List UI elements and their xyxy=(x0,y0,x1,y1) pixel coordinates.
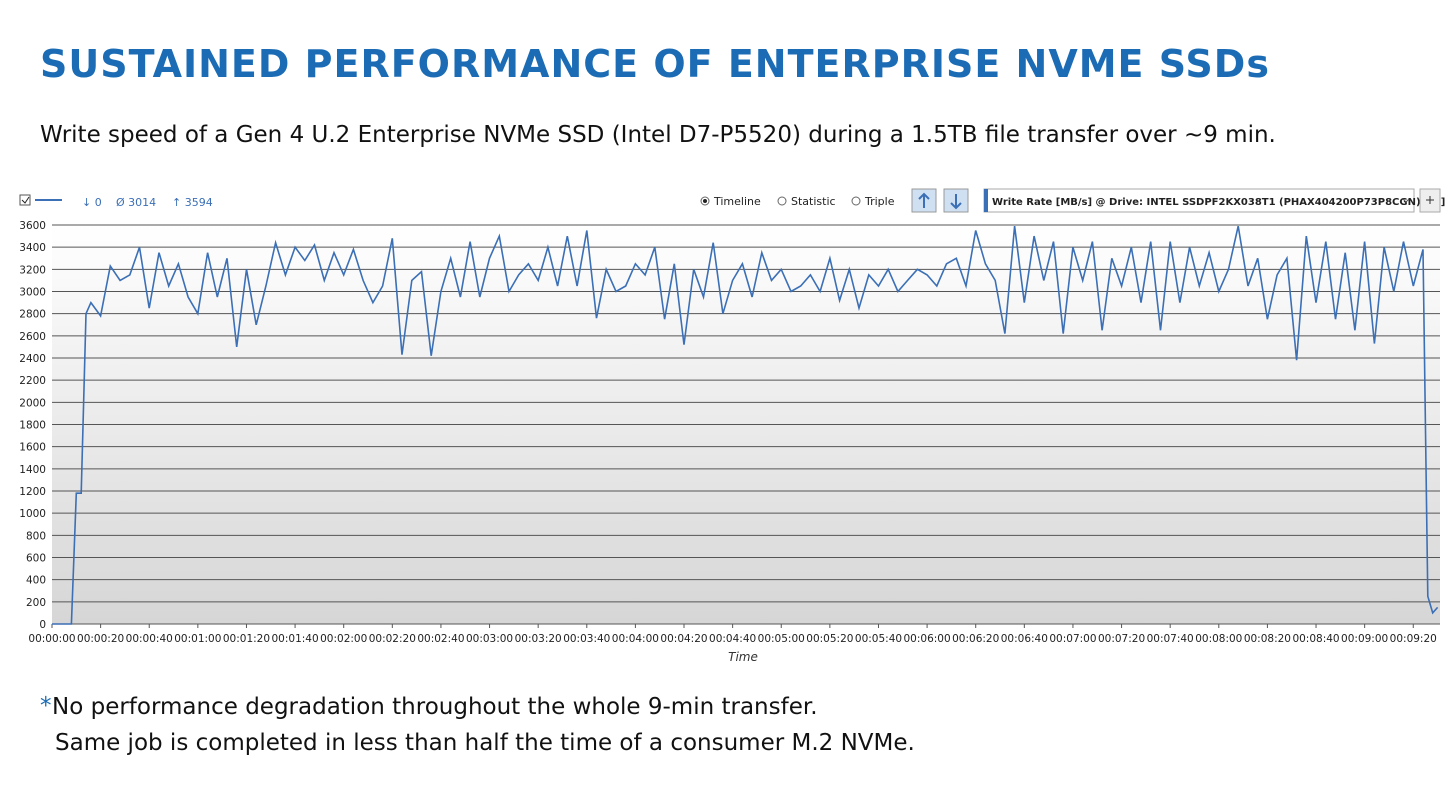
x-tick-label: 00:01:40 xyxy=(271,633,318,645)
mode[interactable]: Statistic xyxy=(791,195,836,208)
x-tick-label: 00:09:20 xyxy=(1390,633,1437,645)
footnote: Same job is completed in less than half … xyxy=(55,730,915,756)
x-tick-label: 00:07:00 xyxy=(1049,633,1096,645)
mode[interactable]: Triple xyxy=(864,195,895,208)
y-tick-label: 1600 xyxy=(19,442,46,454)
y-tick-label: 2400 xyxy=(19,353,46,365)
subtitle: Write speed of a Gen 4 U.2 Enterprise NV… xyxy=(40,122,1276,148)
x-tick-label: 00:08:00 xyxy=(1195,633,1242,645)
x-tick-label: 00:00:40 xyxy=(126,633,173,645)
title: SUSTAINED PERFORMANCE OF ENTERPRISE NVME… xyxy=(40,42,1270,86)
x-tick-label: 00:06:20 xyxy=(952,633,999,645)
stat-min: ↓ 0 xyxy=(82,196,102,209)
series-color xyxy=(984,189,988,212)
y-tick-label: 1200 xyxy=(19,486,46,498)
radio[interactable] xyxy=(851,196,861,206)
y-tick-label: 1000 xyxy=(19,508,46,520)
y-tick-label: 1800 xyxy=(19,420,46,432)
y-tick-label: 2600 xyxy=(19,331,46,343)
y-tick-label: 3600 xyxy=(19,220,46,232)
x-tick-label: 00:00:20 xyxy=(77,633,124,645)
y-tick-label: 400 xyxy=(26,575,46,587)
x-tick-label: 00:02:40 xyxy=(417,633,464,645)
y-tick-label: 0 xyxy=(39,619,46,631)
y-tick-label: 3200 xyxy=(19,264,46,276)
x-tick-label: 00:05:00 xyxy=(758,633,805,645)
y-tick-label: 200 xyxy=(26,597,46,609)
x-tick-label: 00:04:40 xyxy=(709,633,756,645)
y-tick-label: 600 xyxy=(26,553,46,565)
chart: 0 200 400 600 800 1000 1200 1400 1600 1800 2000 220… xyxy=(19,220,1440,645)
y-tick-label: 1400 xyxy=(19,464,46,476)
x-tick-label: 00:08:20 xyxy=(1244,633,1291,645)
x-tick-label: 00:06:00 xyxy=(904,633,951,645)
x-tick-label: 00:01:00 xyxy=(174,633,221,645)
x-tick-label: 00:06:40 xyxy=(1001,633,1048,645)
footnote: No performance degradation throughout th… xyxy=(52,694,818,720)
series-line xyxy=(52,225,1439,625)
stat-avg: Ø 3014 xyxy=(116,196,156,209)
x-tick-label: 00:05:20 xyxy=(806,633,853,645)
x-tick-label: 00:05:40 xyxy=(855,633,902,645)
radio[interactable] xyxy=(777,196,787,206)
x-tick-label: 00:09:00 xyxy=(1341,633,1388,645)
y-tick-label: 800 xyxy=(26,530,46,542)
x-tick-label: 00:01:20 xyxy=(223,633,270,645)
x-tick-label: 00:02:00 xyxy=(320,633,367,645)
down-arrow xyxy=(950,194,962,210)
x-tick-label: 00:04:00 xyxy=(612,633,659,645)
dropdown-arrow xyxy=(1402,198,1410,203)
y-tick-label: 2200 xyxy=(19,375,46,387)
x-axis-label: Time xyxy=(728,650,758,664)
mode[interactable]: Timeline xyxy=(713,195,761,208)
x-tick-label: 00:07:20 xyxy=(1098,633,1145,645)
series-name: Write Rate [MB/s] @ Drive: INTEL SSDPF2K… xyxy=(992,197,1445,208)
checkbox[interactable] xyxy=(19,194,31,206)
x-tick-label: 00:02:20 xyxy=(369,633,416,645)
y-tick-label: 3000 xyxy=(19,287,46,299)
x-tick-label: 00:00:00 xyxy=(28,633,75,645)
up-arrow xyxy=(918,192,930,208)
check xyxy=(21,196,30,204)
x-tick-label: 00:03:20 xyxy=(515,633,562,645)
plus xyxy=(1426,196,1434,204)
y-tick-label: 3400 xyxy=(19,242,46,254)
y-tick-label: 2800 xyxy=(19,309,46,321)
x-tick-label: 00:03:00 xyxy=(466,633,513,645)
x-tick-label: 00:04:20 xyxy=(660,633,707,645)
x-tick-label: 00:03:40 xyxy=(563,633,610,645)
x-tick-label: 00:08:40 xyxy=(1292,633,1339,645)
x-tick-label: 00:07:40 xyxy=(1147,633,1194,645)
stat-max: ↑ 3594 xyxy=(172,196,213,209)
y-tick-label: 2000 xyxy=(19,397,46,409)
radio-dot xyxy=(703,199,707,203)
footnote-mark: * xyxy=(40,693,52,719)
